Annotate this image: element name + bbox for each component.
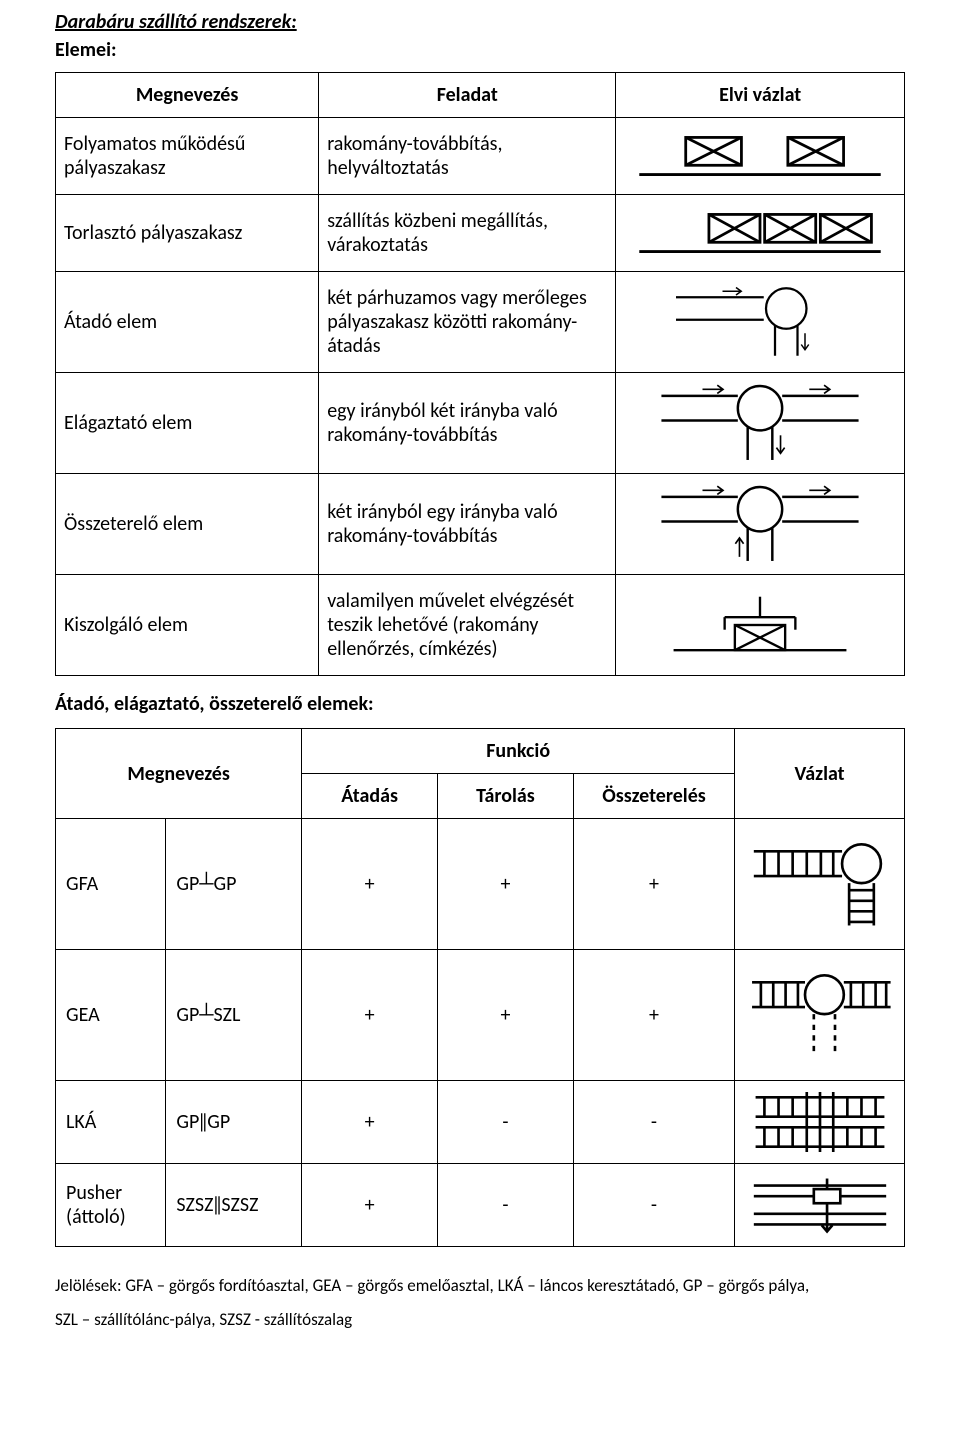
- elements-label: Elemei:: [55, 38, 905, 62]
- t2-r3-merging: -: [573, 1081, 734, 1164]
- t1-r6-sketch: [616, 575, 905, 676]
- second-section-heading: Átadó, elágaztató, összeterelő elemek:: [55, 692, 905, 716]
- t2-header-storage: Tárolás: [438, 774, 574, 819]
- t2-header-transfer: Átadás: [302, 774, 438, 819]
- table-row: Kiszolgáló elem valamilyen művelet elvég…: [56, 575, 905, 676]
- t1-header-name: Megnevezés: [56, 73, 319, 118]
- sketch-continuous-track-icon: [630, 123, 890, 189]
- legend-line-2: SZL – szállítólánc-pálya, SZSZ - szállít…: [55, 1303, 905, 1337]
- t1-r2-name: Torlasztó pályaszakasz: [56, 195, 319, 272]
- t1-r1-task: rakomány-továbbítás, helyváltoztatás: [319, 118, 616, 195]
- t2-r3-sketch: [735, 1081, 905, 1164]
- t2-r2-pair: GP┴SZL: [166, 950, 302, 1081]
- table-row: Torlasztó pályaszakasz szállítás közbeni…: [56, 195, 905, 272]
- t1-r3-sketch: [616, 272, 905, 373]
- t1-r3-task: két párhuzamos vagy merőleges pályaszaka…: [319, 272, 616, 373]
- sketch-lka-icon: [745, 1085, 895, 1159]
- table-row: GEA GP┴SZL + + +: [56, 950, 905, 1081]
- t2-r2-code: GEA: [56, 950, 166, 1081]
- table-row: GFA GP┴GP + + +: [56, 819, 905, 950]
- table-row: Elágaztató elem egy irányból két irányba…: [56, 373, 905, 474]
- t2-r2-storage: +: [438, 950, 574, 1081]
- t1-r4-name: Elágaztató elem: [56, 373, 319, 474]
- t2-r3-code: LKÁ: [56, 1081, 166, 1164]
- t2-r4-code: Pusher (áttoló): [56, 1164, 166, 1247]
- t2-r1-storage: +: [438, 819, 574, 950]
- table-row: Folyamatos működésű pályaszakasz rakomán…: [56, 118, 905, 195]
- t1-r1-name: Folyamatos működésű pályaszakasz: [56, 118, 319, 195]
- t2-r1-sketch: [735, 819, 905, 950]
- t1-r5-sketch: [616, 474, 905, 575]
- t2-r1-pair: GP┴GP: [166, 819, 302, 950]
- function-table: Megnevezés Funkció Vázlat Átadás Tárolás…: [55, 728, 905, 1247]
- t1-r5-task: két irányból egy irányba való rakomány-t…: [319, 474, 616, 575]
- t2-header-name: Megnevezés: [56, 729, 302, 819]
- sketch-pusher-icon: [745, 1168, 895, 1242]
- sketch-merger-element-icon: [645, 474, 875, 574]
- legend-line-1: Jelölések: GFA – görgős fordítóasztal, G…: [55, 1269, 905, 1303]
- t1-r4-task: egy irányból két irányba való rakomány-t…: [319, 373, 616, 474]
- t2-r1-code: GFA: [56, 819, 166, 950]
- table-row: Összeterelő elem két irányból egy irányb…: [56, 474, 905, 575]
- sketch-service-element-icon: [650, 579, 870, 671]
- page-title: Darabáru szállító rendszerek:: [55, 10, 905, 34]
- t2-r2-transfer: +: [302, 950, 438, 1081]
- t2-r2-merging: +: [573, 950, 734, 1081]
- t1-r2-task: szállítás közbeni megállítás, várakoztat…: [319, 195, 616, 272]
- t2-r1-merging: +: [573, 819, 734, 950]
- t2-r2-sketch: [735, 950, 905, 1081]
- t1-r2-sketch: [616, 195, 905, 272]
- t1-r3-name: Átadó elem: [56, 272, 319, 373]
- t2-r1-transfer: +: [302, 819, 438, 950]
- t1-r6-name: Kiszolgáló elem: [56, 575, 319, 676]
- t2-header-sketch: Vázlat: [735, 729, 905, 819]
- table-row: LKÁ GP‖GP + - -: [56, 1081, 905, 1164]
- t2-header-function: Funkció: [302, 729, 735, 774]
- legend: Jelölések: GFA – görgős fordítóasztal, G…: [55, 1269, 905, 1337]
- elements-table: Megnevezés Feladat Elvi vázlat Folyamato…: [55, 72, 905, 676]
- t2-r3-pair: GP‖GP: [166, 1081, 302, 1164]
- t2-r4-sketch: [735, 1164, 905, 1247]
- t1-r5-name: Összeterelő elem: [56, 474, 319, 575]
- t2-r3-storage: -: [438, 1081, 574, 1164]
- t2-r3-transfer: +: [302, 1081, 438, 1164]
- t2-r4-storage: -: [438, 1164, 574, 1247]
- t1-header-task: Feladat: [319, 73, 616, 118]
- t2-r4-pair: SZSZ‖SZSZ: [166, 1164, 302, 1247]
- t1-r6-task: valamilyen művelet elvégzését teszik leh…: [319, 575, 616, 676]
- t2-r4-transfer: +: [302, 1164, 438, 1247]
- t2-header-merging: Összeterelés: [573, 774, 734, 819]
- table-row: Pusher (áttoló) SZSZ‖SZSZ + - -: [56, 1164, 905, 1247]
- sketch-gfa-icon: [745, 834, 895, 934]
- t1-r4-sketch: [616, 373, 905, 474]
- t1-r1-sketch: [616, 118, 905, 195]
- sketch-transfer-element-icon: [655, 272, 865, 372]
- t1-header-sketch: Elvi vázlat: [616, 73, 905, 118]
- t2-r4-merging: -: [573, 1164, 734, 1247]
- table-row: Átadó elem két párhuzamos vagy merőleges…: [56, 272, 905, 373]
- sketch-gea-icon: [745, 965, 895, 1065]
- sketch-diverter-element-icon: [645, 373, 875, 473]
- sketch-buffer-track-icon: [630, 200, 890, 266]
